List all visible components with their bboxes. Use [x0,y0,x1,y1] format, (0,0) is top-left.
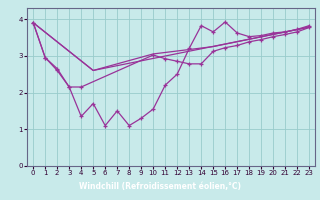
Text: Windchill (Refroidissement éolien,°C): Windchill (Refroidissement éolien,°C) [79,182,241,192]
